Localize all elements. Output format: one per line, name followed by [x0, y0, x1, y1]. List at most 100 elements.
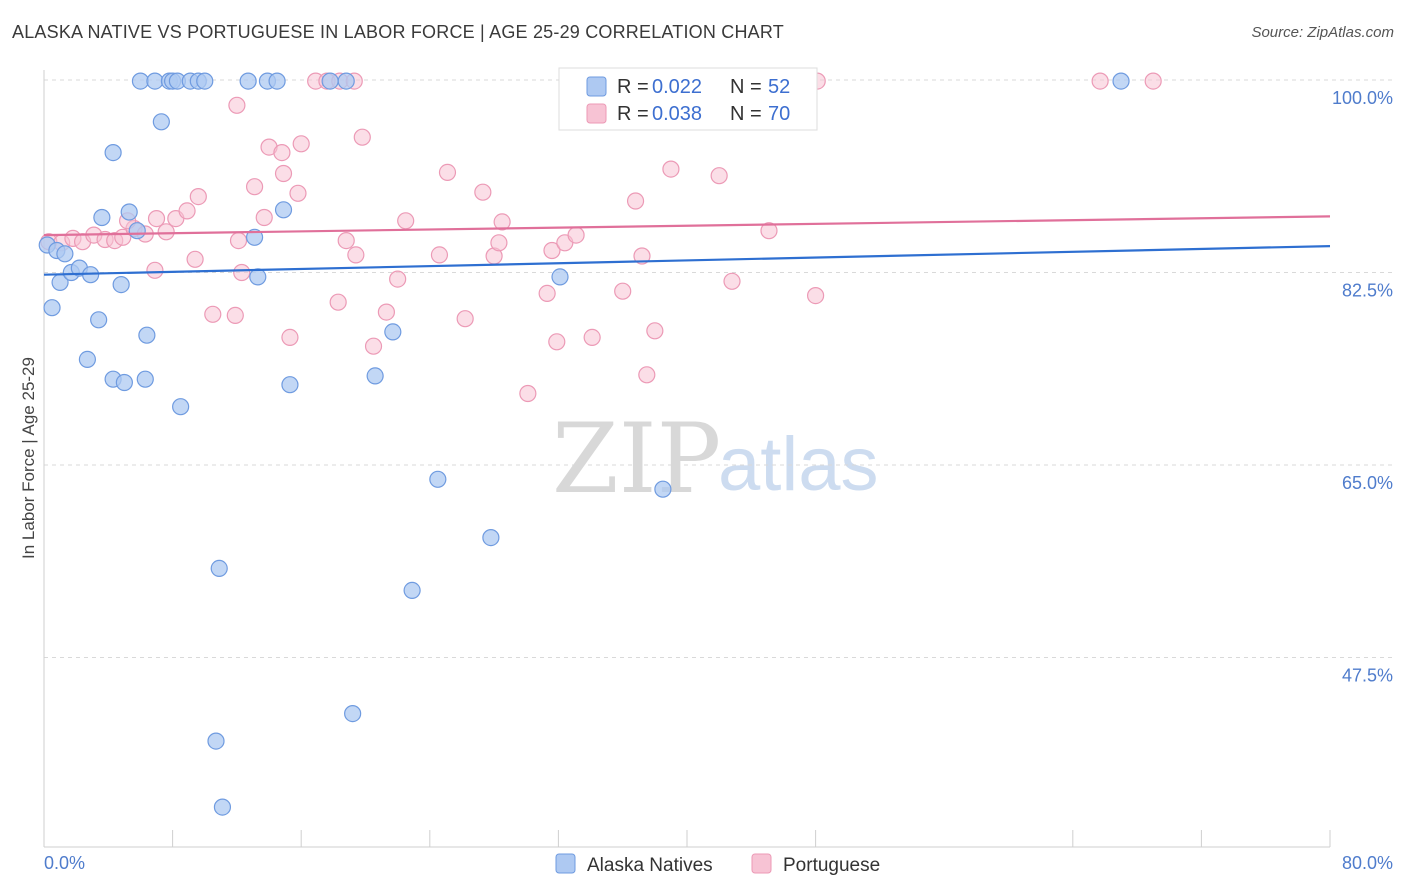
data-point-portuguese-27 — [289, 184, 307, 202]
data-point-alaska-46 — [213, 798, 232, 816]
data-point-portuguese-38 — [353, 128, 371, 146]
data-point-alaska-45 — [207, 732, 225, 750]
data-point-portuguese-63 — [710, 167, 728, 185]
y-tick-labels: 100.0% 82.5% 65.0% 47.5% — [1332, 88, 1393, 686]
source-credit: Source: ZipAtlas.com — [1251, 24, 1394, 41]
watermark-zip: ZIP — [552, 403, 721, 515]
data-point-portuguese-60 — [638, 366, 656, 384]
y-tick-label-2: 65.0% — [1342, 473, 1393, 493]
data-point-alaska-3 — [43, 299, 61, 317]
data-point-portuguese-50 — [519, 384, 537, 403]
legend-r-value-alaska: 0.022 — [652, 76, 702, 98]
data-point-portuguese-51 — [538, 284, 556, 302]
legend-n-value-alaska: 52 — [768, 76, 790, 98]
data-point-portuguese-66 — [806, 287, 825, 305]
bottom-legend-label-alaska-natives: Alaska Natives — [587, 855, 713, 876]
legend-r-label-alaska: R = — [617, 76, 649, 98]
bottom-legend-swatch-portuguese — [751, 853, 772, 874]
data-point-portuguese-28 — [292, 135, 310, 153]
data-point-portuguese-37 — [347, 246, 365, 264]
data-point-portuguese-15 — [189, 188, 207, 206]
data-point-portuguese-43 — [430, 246, 449, 264]
data-point-portuguese-55 — [567, 226, 585, 244]
bottom-legend-label-portuguese: Portuguese — [783, 855, 880, 876]
data-point-portuguese-23 — [245, 178, 264, 196]
data-point-alaska-42 — [403, 581, 421, 600]
data-point-alaska-19 — [152, 113, 170, 131]
data-point-portuguese-22 — [255, 208, 273, 227]
data-point-alaska-15 — [138, 326, 156, 344]
data-point-portuguese-68 — [1091, 72, 1109, 90]
legend-r-value-portuguese: 0.038 — [652, 103, 702, 125]
data-point-alaska-41 — [482, 528, 500, 547]
data-point-portuguese-69 — [1144, 72, 1162, 90]
data-point-alaska-29 — [239, 72, 257, 90]
y-tick-label-3: 47.5% — [1342, 666, 1393, 686]
y-tick-label-0: 100.0% — [1332, 88, 1393, 108]
data-point-alaska-8 — [90, 311, 108, 329]
x-tick-label-1: 80.0% — [1342, 853, 1393, 873]
legend-n-label-alaska: N = — [730, 76, 762, 98]
data-point-portuguese-29 — [228, 96, 246, 114]
x-axis-ticks — [172, 830, 1331, 847]
data-point-portuguese-44 — [438, 163, 457, 181]
data-point-portuguese-35 — [329, 293, 347, 311]
data-point-portuguese-17 — [186, 250, 204, 268]
data-point-alaska-39 — [384, 323, 402, 341]
data-point-alaska-31 — [268, 72, 286, 90]
data-point-portuguese-12 — [157, 223, 175, 241]
y-tick-label-1: 82.5% — [1342, 281, 1393, 301]
data-point-alaska-40 — [429, 470, 447, 488]
data-point-portuguese-25 — [273, 144, 291, 162]
legend-swatch-portuguese — [586, 103, 607, 124]
data-point-alaska-28 — [196, 72, 214, 90]
data-point-portuguese-53 — [548, 333, 566, 351]
legend-n-value-portuguese: 70 — [768, 103, 790, 125]
watermark: ZIP atlas — [552, 403, 879, 515]
data-point-portuguese-59 — [633, 247, 651, 265]
data-point-alaska-47 — [551, 268, 569, 286]
data-point-alaska-48 — [654, 480, 672, 498]
data-point-alaska-2 — [56, 245, 74, 263]
data-point-alaska-33 — [337, 72, 355, 90]
data-point-portuguese-11 — [147, 210, 166, 228]
data-point-portuguese-20 — [233, 263, 251, 282]
data-point-portuguese-36 — [337, 232, 355, 250]
bottom-legend-swatch-alaska-natives — [555, 853, 576, 874]
data-point-alaska-18 — [128, 222, 146, 240]
data-point-portuguese-39 — [364, 337, 383, 355]
data-point-alaska-37 — [281, 376, 299, 394]
data-point-alaska-11 — [104, 144, 122, 162]
data-point-portuguese-57 — [614, 282, 632, 300]
data-point-portuguese-49 — [493, 213, 511, 231]
data-point-portuguese-19 — [226, 306, 244, 324]
data-point-portuguese-18 — [204, 305, 222, 323]
data-point-portuguese-58 — [626, 192, 645, 210]
data-point-portuguese-41 — [389, 270, 407, 288]
legend-swatch-alaska-natives — [586, 76, 607, 97]
data-point-portuguese-30 — [281, 328, 299, 346]
data-point-alaska-51 — [1112, 72, 1130, 90]
data-point-portuguese-21 — [229, 232, 248, 250]
data-point-portuguese-62 — [662, 160, 680, 178]
data-point-alaska-32 — [321, 72, 339, 90]
data-point-portuguese-14 — [178, 202, 196, 220]
data-point-portuguese-45 — [456, 310, 474, 328]
data-point-alaska-12 — [112, 276, 130, 294]
data-point-portuguese-16 — [146, 261, 164, 279]
data-point-alaska-22 — [146, 72, 164, 90]
data-point-portuguese-56 — [583, 328, 601, 346]
legend-r-label-portuguese: R = — [617, 103, 649, 125]
data-point-alaska-9 — [93, 208, 111, 227]
x-tick-label-0: 0.0% — [44, 853, 85, 873]
data-point-portuguese-46 — [474, 183, 492, 201]
data-point-alaska-17 — [120, 203, 138, 221]
x-tick-labels: 0.0% 80.0% — [44, 853, 1393, 873]
data-point-portuguese-52 — [543, 241, 561, 260]
data-point-alaska-21 — [131, 72, 150, 90]
data-point-portuguese-64 — [760, 222, 778, 240]
data-point-portuguese-26 — [274, 164, 293, 183]
data-point-alaska-10 — [78, 350, 97, 368]
series-legend: Alaska Natives Portuguese — [555, 853, 880, 876]
